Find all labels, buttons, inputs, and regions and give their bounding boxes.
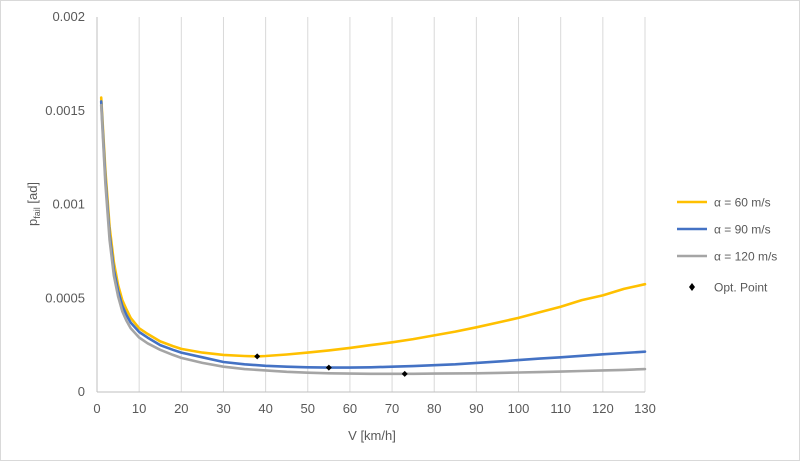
series-line [99,103,647,376]
legend: α = 60 m/s α = 90 m/s α = 120 m/s Opt. Poin… [677,196,777,295]
y-tick-label: 0.0015 [45,103,85,118]
legend-label: α = 90 m/s [714,223,771,237]
legend-label: α = 120 m/s [714,250,777,264]
x-tick-label: 50 [301,401,315,416]
plot-area [99,96,647,377]
y-axis-title: pfail [ad] [25,182,42,226]
series-line [99,100,647,369]
y-tick-label: 0.002 [52,9,85,24]
y-tick-label: 0.001 [52,197,85,212]
series-line [99,96,647,358]
x-tick-label: 120 [592,401,614,416]
axes [96,17,645,393]
legend-label: Opt. Point [714,281,768,295]
x-tick-label: 60 [343,401,357,416]
x-tick-label: 110 [550,401,571,416]
gridlines [138,17,646,392]
x-axis-title: V [km/h] [348,428,396,443]
x-tick-label: 10 [132,401,146,416]
x-tick-label: 90 [469,401,483,416]
y-axis-title-subscript: fail [32,207,42,219]
y-tick-label: 0 [78,384,85,399]
x-tick-label: 100 [508,401,530,416]
x-tick-label: 0 [93,401,100,416]
opt-point-marker [401,370,408,377]
y-axis-title-main: p [25,219,40,226]
legend-marker [689,283,695,291]
opt-point-marker [325,364,332,371]
x-tick-label: 20 [174,401,188,416]
legend-label: α = 60 m/s [714,196,771,210]
x-tick-label: 130 [634,401,656,416]
x-tick-label: 80 [427,401,441,416]
y-tick-label: 0.0005 [45,290,85,305]
y-axis-title-unit: [ad] [25,182,40,207]
tick-labels: 0 10 20 30 40 50 60 70 80 90 100 110 120 130 0 0.0005 0.… [45,9,656,416]
x-tick-label: 40 [258,401,272,416]
opt-point-marker [254,353,261,360]
x-tick-label: 30 [216,401,230,416]
x-tick-label: 70 [385,401,399,416]
